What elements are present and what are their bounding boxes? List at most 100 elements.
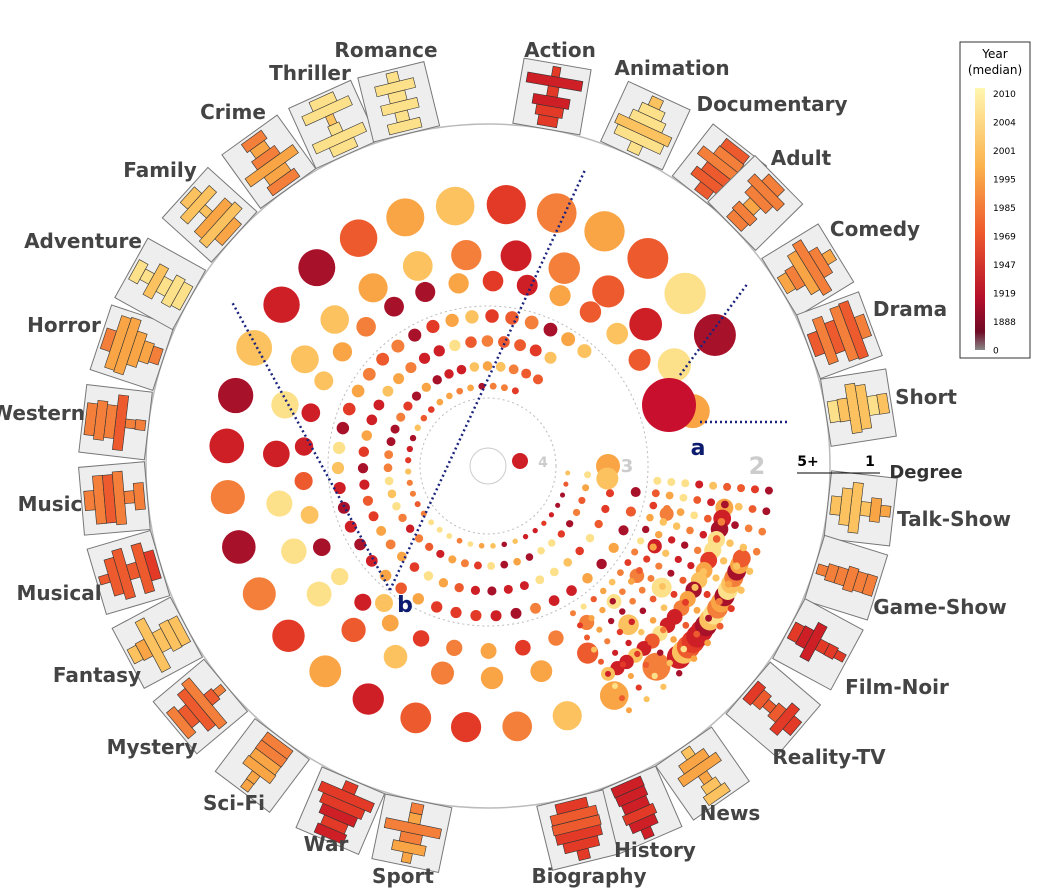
node (750, 485, 759, 494)
histogram-bar (786, 621, 806, 644)
node (629, 597, 636, 605)
histogram (86, 529, 171, 616)
node (635, 567, 643, 574)
histogram (78, 383, 153, 461)
ring-label: 2 (749, 452, 766, 480)
node (628, 348, 651, 371)
node (331, 461, 345, 475)
node (608, 542, 619, 554)
node (294, 471, 313, 491)
node (467, 384, 474, 392)
node (530, 602, 541, 614)
node (480, 666, 504, 690)
genre-label: History (614, 838, 696, 862)
node (717, 518, 726, 526)
node (465, 310, 479, 324)
node (481, 335, 494, 347)
node (501, 541, 507, 548)
node (584, 634, 590, 641)
histogram-bar (124, 418, 137, 430)
node (418, 352, 431, 364)
histogram-bar (143, 549, 162, 582)
node (502, 711, 533, 742)
node (263, 286, 300, 323)
legend-tick: 2004 (993, 119, 1016, 129)
node (436, 398, 444, 406)
node (758, 527, 767, 536)
node (703, 590, 711, 599)
node (744, 524, 753, 533)
node (543, 322, 558, 337)
node (342, 402, 356, 416)
node (634, 650, 641, 658)
node (412, 630, 430, 647)
node (557, 530, 566, 538)
node (336, 421, 350, 435)
node (312, 538, 331, 556)
histogram-bar (167, 615, 192, 647)
node (642, 661, 650, 669)
legend-gradient (975, 88, 985, 350)
node (601, 504, 610, 514)
node (406, 479, 413, 486)
node (670, 636, 677, 643)
node (715, 598, 723, 606)
node (596, 467, 619, 490)
histogram-bar (726, 209, 749, 232)
node (647, 639, 654, 646)
node (358, 273, 388, 303)
node (723, 482, 732, 491)
legend-tick: 1969 (993, 233, 1016, 243)
node (309, 655, 342, 688)
node (456, 364, 467, 375)
node (514, 339, 526, 352)
node (411, 391, 422, 401)
node (666, 659, 673, 667)
node (409, 490, 417, 497)
histogram-bar (551, 65, 562, 78)
node (525, 553, 534, 561)
node (548, 512, 555, 518)
node (616, 628, 624, 636)
node (522, 533, 529, 540)
node (421, 382, 431, 392)
node (405, 362, 417, 374)
node (392, 501, 401, 511)
legend-title: Year (981, 47, 1007, 61)
histogram (161, 166, 258, 263)
histogram (357, 61, 441, 143)
node (262, 440, 290, 468)
histogram-bar (409, 802, 425, 816)
node (671, 613, 679, 620)
node (612, 682, 618, 689)
node (693, 546, 702, 555)
node (395, 582, 407, 595)
node (555, 502, 561, 508)
node (454, 582, 464, 593)
node (379, 569, 392, 582)
node (627, 237, 669, 279)
histogram (114, 237, 207, 331)
histogram-bar (694, 181, 714, 201)
histogram (725, 661, 822, 758)
node (566, 520, 574, 528)
node (446, 392, 453, 400)
node (548, 595, 560, 607)
node (460, 559, 469, 568)
node (660, 683, 667, 690)
node (643, 696, 650, 703)
histogram-bar (148, 345, 164, 366)
histogram (823, 470, 898, 547)
node (577, 622, 583, 629)
histogram-bar (610, 775, 645, 799)
genre-label: Sport (372, 864, 434, 888)
legend-tick: 1919 (993, 290, 1016, 300)
node (732, 562, 741, 570)
node (271, 391, 299, 419)
node (642, 652, 671, 681)
node (680, 645, 688, 653)
node (600, 587, 607, 595)
node (608, 617, 615, 625)
node (605, 489, 615, 498)
histogram (819, 368, 897, 447)
